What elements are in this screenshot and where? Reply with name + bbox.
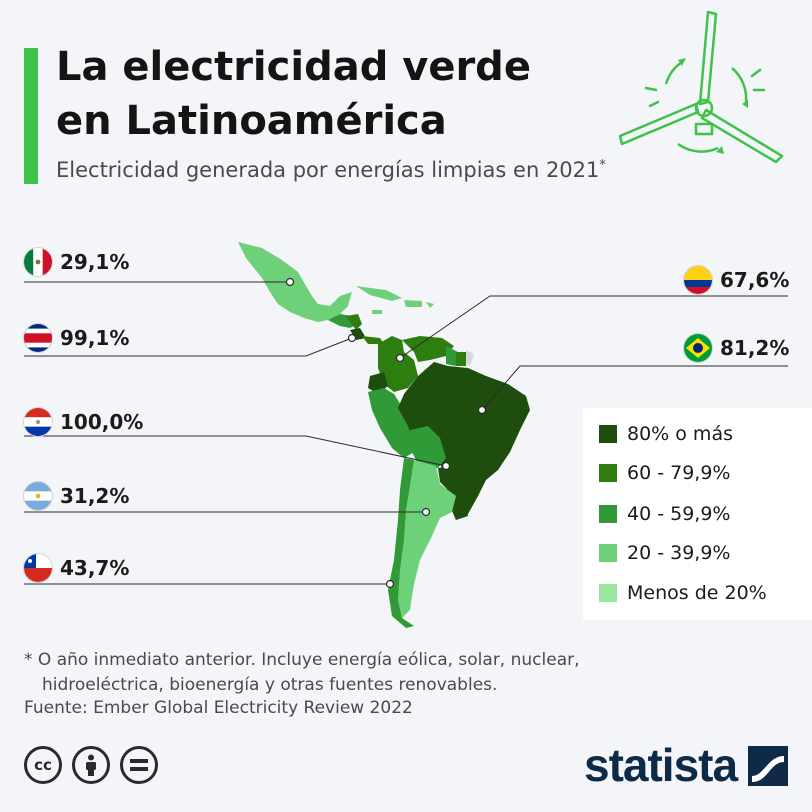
source-note: Fuente: Ember Global Electricity Review …: [24, 698, 413, 718]
argentina-flag-icon: [24, 482, 52, 510]
peru-region[interactable]: [368, 388, 414, 458]
colombia-leader-line: [399, 295, 788, 359]
paraguay-region[interactable]: [438, 466, 462, 492]
legend-label: Menos de 20%: [627, 582, 767, 604]
cc-icon[interactable]: cc: [24, 746, 62, 784]
colombia-value: 67,6%: [720, 268, 790, 292]
legend-label: 20 - 39,9%: [627, 542, 731, 564]
legend-label: 80% o más: [627, 423, 733, 445]
chile-marker: [385, 579, 395, 589]
costa-rica-leader-line: [24, 337, 353, 357]
french-guiana-region[interactable]: [466, 350, 474, 366]
statista-logo-mark-icon: [748, 746, 788, 786]
costa-rica-flag-icon: [24, 324, 52, 352]
chile-flag-icon: [24, 554, 52, 582]
paraguay-leader-line: [24, 435, 447, 467]
legend-item: 80% o más: [599, 422, 733, 446]
paraguay-value: 100,0%: [60, 410, 144, 434]
map-legend: 80% o más 60 - 79,9% 40 - 59,9% 20 - 39,…: [583, 408, 812, 620]
statista-logo[interactable]: statista: [584, 739, 738, 791]
accent-bar: [24, 48, 38, 184]
legend-item: 20 - 39,9%: [599, 541, 730, 565]
colombia-marker: [395, 353, 405, 363]
costa-rica-region[interactable]: [350, 328, 366, 340]
wind-turbine-icon: [618, 10, 784, 164]
costa-rica-value: 99,1%: [60, 326, 130, 350]
colombia-region[interactable]: [378, 336, 418, 392]
latin-america-map: [24, 242, 788, 628]
subtitle: Electricidad generada por energías limpi…: [56, 158, 606, 182]
legend-swatch: [599, 464, 617, 482]
page-title: La electricidad verde en Latinoamérica: [56, 40, 531, 148]
footnote-line-2: hidroeléctrica, bioenergía y otras fuent…: [42, 675, 498, 695]
legend-item: 40 - 59,9%: [599, 502, 730, 526]
argentina-value: 31,2%: [60, 484, 130, 508]
costa-rica-marker: [347, 333, 357, 343]
legend-item: Menos de 20%: [599, 581, 767, 605]
title-line-1: La electricidad verde: [56, 44, 531, 90]
legend-label: 40 - 59,9%: [627, 503, 731, 525]
legend-item: 60 - 79,9%: [599, 461, 730, 485]
legend-swatch: [599, 584, 617, 602]
uruguay-region[interactable]: [450, 504, 468, 520]
no-derivatives-icon[interactable]: [120, 746, 158, 784]
legend-label: 60 - 79,9%: [627, 462, 731, 484]
bolivia-region[interactable]: [410, 426, 446, 468]
honduras-region[interactable]: [346, 314, 362, 330]
legend-swatch: [599, 505, 617, 523]
guyana-region[interactable]: [446, 346, 458, 366]
attribution-icon[interactable]: [72, 746, 110, 784]
brazil-leader-line: [481, 365, 788, 411]
brazil-flag-icon: [684, 334, 712, 362]
mexico-flag-icon: [24, 248, 52, 276]
chile-value: 43,7%: [60, 556, 130, 580]
footnote-line-1: * O año inmediato anterior. Incluye ener…: [24, 650, 580, 670]
license-badges: cc: [24, 746, 158, 784]
mexico-region[interactable]: [238, 242, 352, 322]
panama-region[interactable]: [362, 336, 384, 344]
suriname-region[interactable]: [456, 352, 466, 366]
legend-swatch: [599, 425, 617, 443]
argentina-marker: [421, 507, 431, 517]
paraguay-flag-icon: [24, 408, 52, 436]
title-line-2: en Latinoamérica: [56, 98, 447, 144]
footnote: * O año inmediato anterior. Incluye ener…: [24, 648, 580, 698]
brazil-value: 81,2%: [720, 336, 790, 360]
chile-region[interactable]: [388, 458, 414, 628]
legend-swatch: [599, 544, 617, 562]
subtitle-footnote-mark: *: [599, 158, 606, 173]
mexico-value: 29,1%: [60, 250, 130, 274]
colombia-flag-icon: [684, 266, 712, 294]
venezuela-region[interactable]: [402, 336, 454, 362]
argentina-region[interactable]: [398, 460, 456, 618]
caribbean-islands: [356, 286, 434, 314]
brazil-marker: [477, 405, 487, 415]
paraguay-marker: [441, 461, 451, 471]
brazil-region[interactable]: [398, 362, 530, 520]
subtitle-text: Electricidad generada por energías limpi…: [56, 158, 600, 182]
mexico-marker: [285, 277, 295, 287]
